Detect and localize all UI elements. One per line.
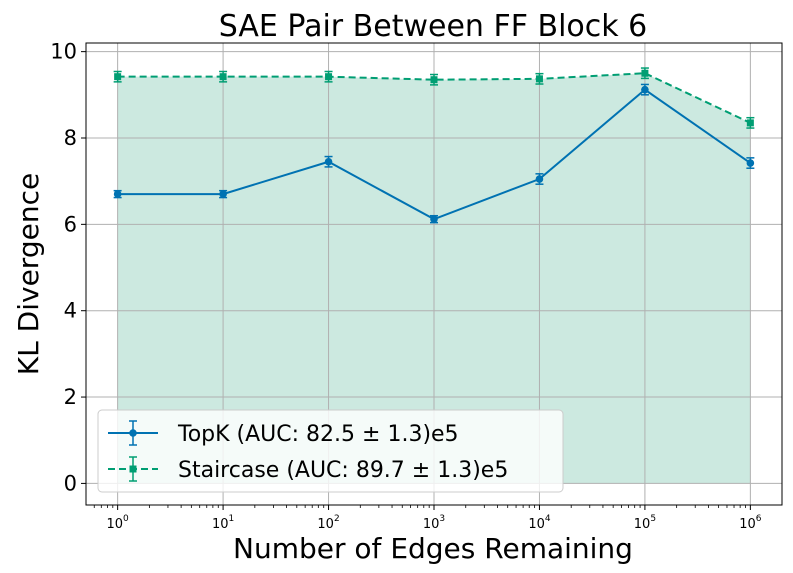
y-tick-label: 8 [64, 126, 77, 150]
x-tick-label: 101 [212, 514, 234, 532]
y-tick-label: 2 [64, 385, 77, 409]
chart-title: SAE Pair Between FF Block 6 [219, 9, 648, 44]
series-0-point [746, 159, 755, 167]
series-1-point [430, 76, 438, 84]
series-1-point [746, 119, 754, 127]
legend: TopK (AUC: 82.5 ± 1.3)e5 Staircase (AUC: … [97, 409, 564, 493]
series-1-point [325, 73, 333, 81]
series-0-point [535, 175, 544, 183]
y-tick-label: 4 [64, 299, 77, 323]
x-ticks: 100 101 102 103 104 105 106 [93, 505, 762, 532]
series-1-point [219, 73, 227, 81]
y-tick-label: 6 [64, 212, 77, 236]
legend-entry-0: TopK (AUC: 82.5 ± 1.3)e5 [177, 422, 459, 447]
legend-swatch-marker [129, 429, 137, 437]
x-tick-label: 102 [317, 514, 339, 532]
series-layer [113, 67, 755, 224]
y-ticks: 0 2 4 6 8 10 [50, 40, 86, 495]
x-axis-label: Number of Edges Remaining [233, 532, 633, 565]
x-tick-label: 100 [106, 514, 129, 532]
y-tick-label: 0 [64, 471, 77, 495]
legend-entry-1: Staircase (AUC: 89.7 ± 1.3)e5 [178, 458, 508, 483]
series-1-point [535, 75, 543, 83]
y-tick-label: 10 [50, 40, 77, 64]
legend-box [97, 409, 564, 493]
series-0-point [113, 190, 122, 198]
x-tick-label: 104 [528, 514, 551, 532]
legend-swatch-marker [129, 465, 137, 473]
series-1-point [641, 69, 649, 77]
series-0-point [430, 215, 438, 223]
x-tick-label: 103 [423, 514, 445, 532]
series-0-point [219, 190, 227, 198]
series-0-point [324, 157, 333, 166]
series-1-point [114, 73, 122, 81]
y-axis-label: KL Divergence [12, 173, 45, 375]
x-tick-label: 106 [739, 514, 762, 532]
x-tick-label: 105 [634, 514, 656, 532]
series-0-point [641, 85, 649, 94]
